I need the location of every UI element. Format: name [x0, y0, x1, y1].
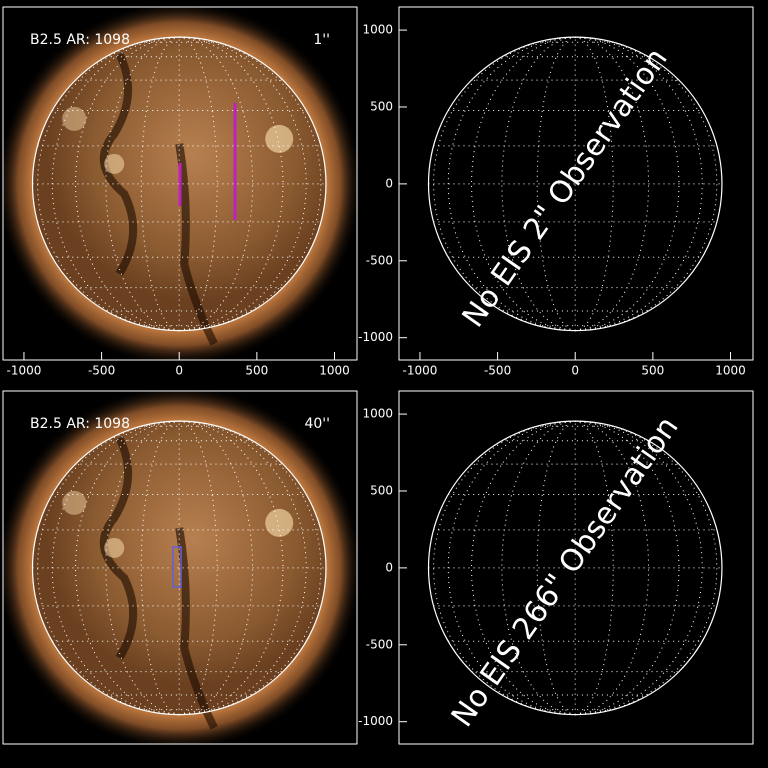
- raster-box: [172, 546, 182, 588]
- y-tick-label: -500: [366, 253, 393, 267]
- longitude-line: [447, 420, 576, 716]
- y-tick-label: 500: [370, 99, 393, 113]
- no-observation-label: No EIS 266" Observation: [445, 410, 686, 733]
- sun-disk: [32, 421, 326, 715]
- resolution-label: 40'': [304, 416, 330, 432]
- x-tick-label: -1000: [7, 364, 42, 378]
- active-region: [104, 537, 125, 558]
- active-region: [104, 153, 125, 174]
- x-tick-label: 0: [571, 364, 579, 378]
- y-tick-label: -1000: [358, 714, 393, 728]
- limb: [427, 36, 723, 332]
- longitude-line: [51, 420, 180, 716]
- y-tick-label: -500: [366, 637, 393, 651]
- x-tick-label: 500: [245, 364, 268, 378]
- y-tick-label: -1000: [358, 330, 393, 344]
- y-tick-label: 0: [385, 176, 393, 190]
- active-region: [265, 508, 294, 537]
- y-tick-label: 0: [385, 560, 393, 574]
- longitude-line: [447, 36, 576, 332]
- x-tick-label: 0: [175, 364, 183, 378]
- longitude-line: [575, 36, 703, 332]
- y-tick-label: 1000: [362, 407, 393, 421]
- y-tick-label: 1000: [362, 23, 393, 37]
- longitude-line: [51, 36, 180, 332]
- longitude-line: [179, 36, 307, 332]
- x-tick-label: 500: [641, 364, 664, 378]
- limb: [427, 420, 723, 716]
- x-tick-label: -500: [484, 364, 511, 378]
- x-tick-label: -1000: [403, 364, 438, 378]
- no-observation-label: No EIS 2" Observation: [456, 42, 675, 334]
- active-region: [62, 490, 87, 515]
- active-region: [62, 106, 87, 131]
- x-tick-label: -500: [88, 364, 115, 378]
- limb: [31, 420, 327, 716]
- active-region: [265, 124, 294, 153]
- resolution-label: 1'': [313, 32, 330, 48]
- observation-label: B2.5 AR: 1098: [30, 416, 130, 432]
- limb: [31, 36, 327, 332]
- observation-label: B2.5 AR: 1098: [30, 32, 130, 48]
- panel: [427, 420, 723, 716]
- x-tick-label: 1000: [715, 364, 746, 378]
- axes-frame: [2, 6, 358, 361]
- axes-frame: [2, 390, 358, 745]
- longitude-line: [179, 420, 307, 716]
- x-tick-label: 1000: [319, 364, 350, 378]
- y-tick-label: 500: [370, 483, 393, 497]
- panel: [3, 7, 357, 360]
- longitude-line: [575, 420, 703, 716]
- panel: [427, 36, 723, 332]
- panel: [3, 391, 357, 744]
